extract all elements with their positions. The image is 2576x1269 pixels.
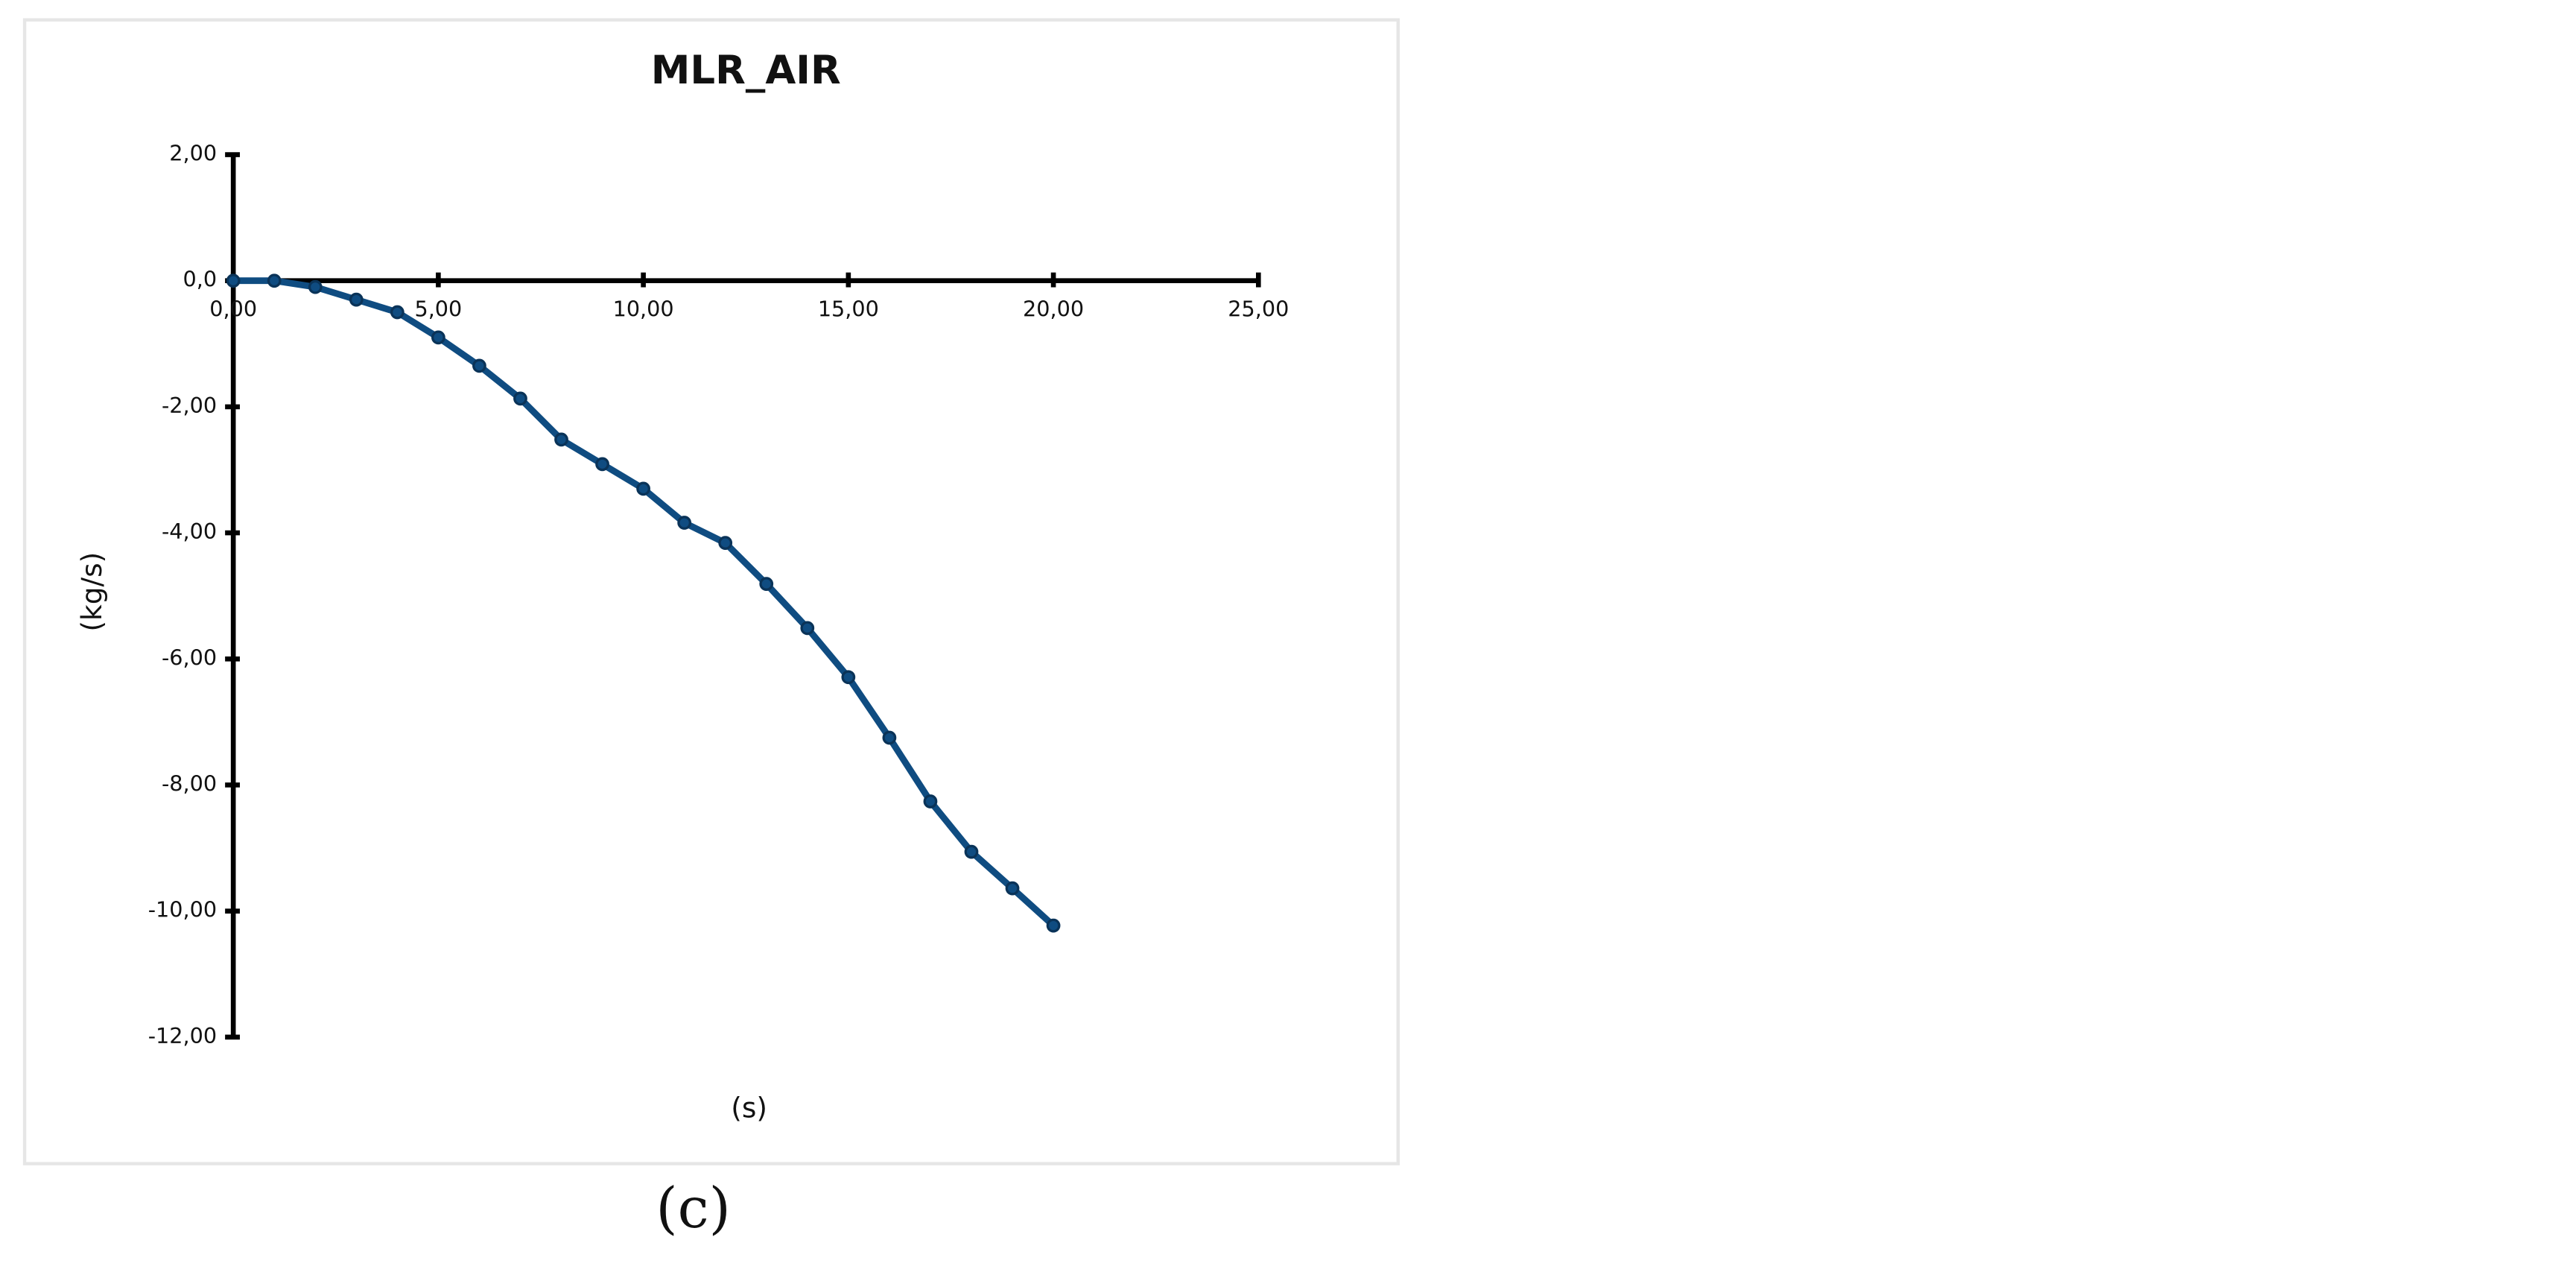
data-point	[800, 621, 815, 636]
x-axis-label: (s)	[731, 1091, 767, 1124]
x-tick-label: 25,00	[1228, 296, 1289, 321]
y-tick-label: 0,0	[183, 267, 218, 292]
data-point	[1046, 918, 1061, 933]
data-point	[267, 273, 282, 288]
y-tick-label: -12,00	[148, 1023, 217, 1048]
data-point	[677, 516, 692, 530]
chart-frame	[22, 18, 1400, 1165]
y-tick-label: -10,00	[148, 897, 217, 923]
data-point	[431, 330, 445, 345]
x-tick-label: 5,00	[414, 296, 462, 321]
y-tick-label: 2,00	[169, 141, 217, 166]
data-point	[882, 730, 897, 745]
y-tick-label: -8,00	[162, 770, 217, 796]
y-tick-label: -4,00	[162, 519, 217, 544]
data-point	[226, 273, 241, 288]
caption: (c)	[656, 1175, 730, 1241]
x-tick-label: 0,00	[209, 296, 257, 321]
chart-title: MLR_AIR	[651, 48, 841, 93]
data-point	[349, 292, 364, 307]
data-point	[1005, 881, 1020, 896]
x-tick-label: 10,00	[613, 296, 674, 321]
x-tick-label: 15,00	[818, 296, 879, 321]
data-point	[718, 536, 733, 550]
data-point	[841, 670, 856, 685]
x-tick-label: 20,00	[1023, 296, 1084, 321]
data-point	[472, 358, 486, 373]
y-tick-label: -6,00	[162, 645, 217, 670]
y-tick-label: -2,00	[162, 393, 217, 418]
data-point	[308, 279, 323, 294]
data-point	[554, 432, 568, 447]
data-point	[513, 391, 527, 406]
data-point	[390, 305, 405, 320]
data-point	[759, 577, 774, 591]
data-point	[595, 457, 609, 472]
data-point	[923, 794, 938, 808]
data-point	[636, 481, 650, 496]
series-line	[233, 277, 1056, 928]
data-point	[964, 844, 979, 859]
y-axis-label: (kg/s)	[75, 552, 108, 632]
